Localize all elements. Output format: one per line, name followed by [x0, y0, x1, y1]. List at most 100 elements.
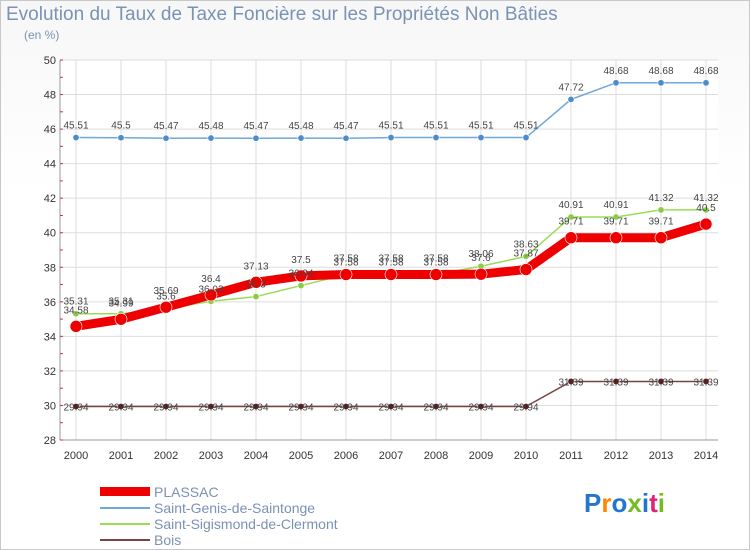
- data-label-plassac: 39.71: [558, 217, 583, 228]
- x-tick-label: 2002: [154, 450, 178, 462]
- y-tick-label: 44: [44, 159, 56, 171]
- data-label-plassac: 39.71: [603, 217, 628, 228]
- data-point-saint-genis: [567, 95, 575, 103]
- data-label-plassac: 35.69: [153, 286, 178, 297]
- data-label-saint-sigismond: 35.31: [63, 297, 88, 308]
- data-label-bois: 29.94: [288, 402, 313, 413]
- proxiti-logo: Proxiti: [584, 488, 665, 519]
- data-point-plassac: [429, 268, 443, 281]
- data-point-bois: [432, 402, 440, 410]
- x-tick-label: 2003: [199, 450, 223, 462]
- data-point-saint-genis: [162, 134, 170, 142]
- data-label-saint-genis: 45.47: [243, 121, 268, 132]
- data-label-bois: 31.39: [693, 377, 718, 388]
- y-tick-label: 48: [44, 90, 56, 102]
- logo-letter: t: [649, 488, 658, 518]
- data-point-plassac: [69, 320, 83, 333]
- data-point-bois: [252, 402, 260, 410]
- data-label-bois: 29.94: [468, 402, 493, 413]
- data-point-bois: [162, 402, 170, 410]
- data-point-saint-genis: [387, 134, 395, 142]
- data-label-saint-genis: 45.51: [468, 121, 493, 132]
- y-tick-label: 40: [44, 228, 56, 240]
- data-point-plassac: [114, 312, 128, 326]
- data-label-saint-sigismond: 40.91: [558, 200, 583, 211]
- data-label-saint-sigismond: 36.94: [288, 269, 313, 280]
- data-label-saint-genis: 45.51: [378, 121, 403, 132]
- data-point-plassac: [159, 300, 173, 314]
- logo-letter: x: [627, 488, 642, 518]
- data-point-bois: [567, 377, 575, 385]
- x-tick-label: 2001: [109, 450, 133, 462]
- data-label-plassac: 36.4: [201, 274, 221, 285]
- legend-swatch-plassac: [100, 487, 150, 496]
- data-label-bois: 29.94: [378, 402, 403, 413]
- data-point-saint-genis: [477, 134, 485, 142]
- data-point-saint-sigismond: [702, 206, 710, 214]
- data-point-saint-genis: [207, 134, 215, 142]
- x-tick-label: 2005: [289, 450, 313, 462]
- data-point-bois: [207, 402, 215, 410]
- data-label-plassac: 39.71: [648, 217, 673, 228]
- data-label-bois: 29.94: [108, 402, 133, 413]
- data-label-bois: 29.94: [423, 402, 448, 413]
- data-point-saint-genis: [297, 134, 305, 142]
- data-point-saint-sigismond: [252, 293, 260, 301]
- data-label-saint-genis: 48.68: [693, 66, 718, 77]
- logo-letter: P: [584, 488, 602, 518]
- data-point-bois: [387, 402, 395, 410]
- data-label-plassac: 37.87: [513, 249, 538, 260]
- data-point-saint-sigismond: [612, 213, 620, 221]
- data-point-saint-genis: [432, 134, 440, 142]
- data-label-bois: 29.94: [513, 402, 538, 413]
- y-tick-label: 28: [44, 435, 56, 447]
- data-label-saint-genis: 45.5: [111, 121, 131, 132]
- data-point-bois: [117, 402, 125, 410]
- x-tick-label: 2008: [424, 450, 448, 462]
- data-label-bois: 29.94: [63, 402, 88, 413]
- data-label-plassac: 37.58: [378, 254, 403, 265]
- data-label-saint-genis: 48.68: [603, 66, 628, 77]
- legend-label: PLASSAC: [154, 484, 219, 500]
- y-axis-unit: (en %): [24, 28, 60, 42]
- y-tick-label: 32: [44, 366, 56, 378]
- data-label-saint-sigismond: 35.6: [156, 292, 176, 303]
- data-point-bois: [612, 377, 620, 385]
- x-tick-label: 2000: [64, 450, 88, 462]
- y-tick-label: 34: [44, 331, 56, 343]
- data-point-bois: [72, 402, 80, 410]
- x-tick-label: 2013: [649, 450, 673, 462]
- data-point-plassac: [474, 267, 488, 281]
- data-label-saint-genis: 48.68: [648, 66, 673, 77]
- data-label-bois: 29.94: [198, 402, 223, 413]
- data-point-saint-sigismond: [567, 213, 575, 221]
- data-label-saint-genis: 47.72: [558, 82, 583, 93]
- x-tick-label: 2011: [559, 450, 583, 462]
- data-point-bois: [342, 402, 350, 410]
- data-label-plassac: 34.58: [63, 305, 88, 316]
- data-label-saint-sigismond: 36.03: [198, 284, 223, 295]
- x-tick-label: 2010: [514, 450, 538, 462]
- legend-swatch-bois: [100, 539, 150, 541]
- data-label-bois: 31.39: [558, 377, 583, 388]
- data-label-saint-genis: 45.48: [198, 121, 223, 132]
- data-point-saint-sigismond: [72, 310, 80, 318]
- data-label-saint-sigismond: 37.58: [378, 258, 403, 269]
- data-label-bois: 29.94: [153, 402, 178, 413]
- legend-label: Saint-Sigismond-de-Clermont: [154, 516, 338, 532]
- y-tick-label: 50: [44, 55, 56, 67]
- legend-label: Bois: [154, 532, 182, 548]
- x-tick-label: 2009: [469, 450, 493, 462]
- logo-letter: i: [657, 488, 665, 518]
- y-tick-label: 42: [44, 193, 56, 205]
- data-point-plassac: [339, 268, 353, 281]
- data-label-bois: 31.39: [648, 377, 673, 388]
- data-label-saint-sigismond: 41.32: [648, 193, 673, 204]
- data-label-saint-genis: 45.51: [423, 121, 448, 132]
- data-label-saint-sigismond: 36.3: [246, 280, 266, 291]
- data-label-plassac: 34.99: [108, 298, 133, 309]
- legend-label: Saint-Genis-de-Saintonge: [154, 500, 316, 516]
- data-label-saint-genis: 45.51: [513, 121, 538, 132]
- data-point-plassac: [699, 217, 713, 231]
- data-point-bois: [657, 377, 665, 385]
